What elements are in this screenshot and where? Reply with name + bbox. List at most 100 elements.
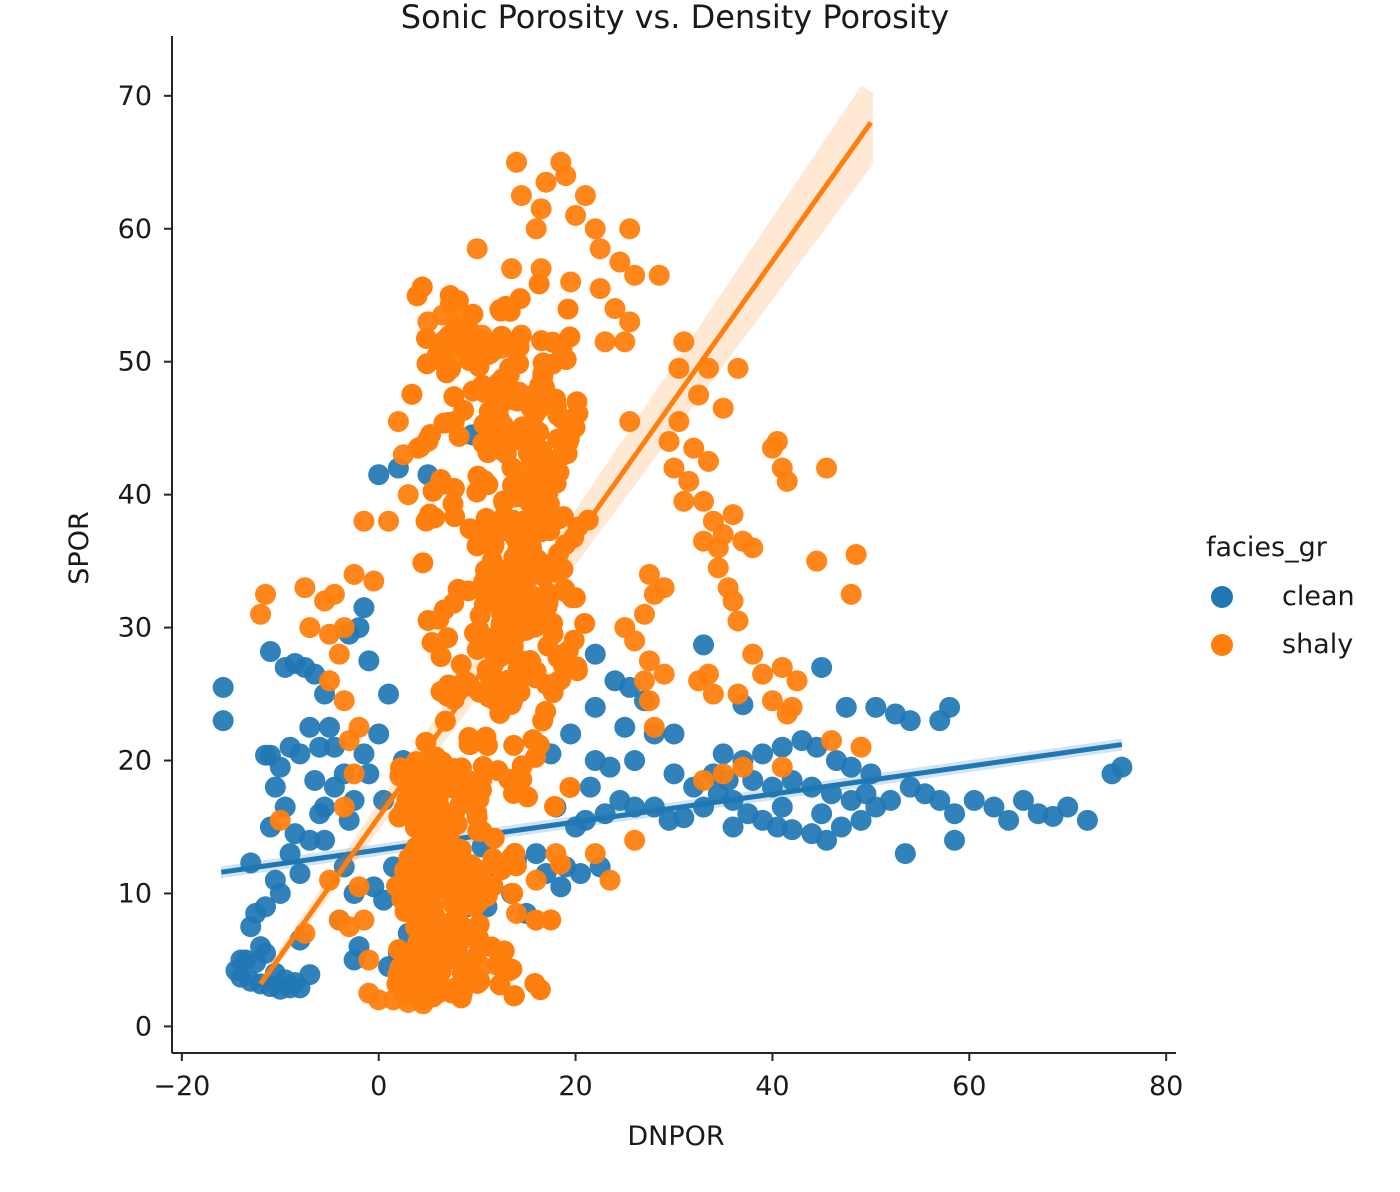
point-clean bbox=[771, 736, 793, 758]
point-shaly bbox=[771, 756, 793, 778]
point-shaly bbox=[528, 421, 550, 443]
point-shaly bbox=[752, 663, 774, 685]
y-tick-label: 40 bbox=[118, 480, 152, 511]
point-shaly bbox=[411, 276, 433, 298]
point-clean bbox=[830, 816, 852, 838]
point-shaly bbox=[441, 874, 463, 896]
point-shaly bbox=[663, 457, 685, 479]
point-shaly bbox=[722, 590, 744, 612]
legend-marker-shaly bbox=[1211, 634, 1233, 656]
point-clean bbox=[663, 763, 685, 785]
point-shaly bbox=[446, 976, 468, 998]
point-clean bbox=[299, 964, 321, 986]
point-clean bbox=[855, 783, 877, 805]
point-clean bbox=[560, 723, 582, 745]
point-shaly bbox=[532, 710, 554, 732]
point-clean bbox=[944, 829, 966, 851]
regression-line-clean bbox=[220, 742, 1123, 875]
point-shaly bbox=[525, 909, 547, 931]
point-shaly bbox=[473, 413, 495, 435]
point-shaly bbox=[343, 563, 365, 585]
point-clean bbox=[811, 803, 833, 825]
point-shaly bbox=[430, 960, 452, 982]
point-shaly bbox=[707, 557, 729, 579]
point-shaly bbox=[658, 430, 680, 452]
point-clean bbox=[368, 464, 390, 486]
point-shaly bbox=[502, 882, 524, 904]
x-tick-label: 60 bbox=[952, 1071, 986, 1102]
legend-entry-clean: clean bbox=[1211, 581, 1355, 612]
x-tick-label: 40 bbox=[755, 1071, 789, 1102]
y-ticks: 0 10 20 30 40 50 60 70 bbox=[118, 81, 172, 1042]
point-clean bbox=[963, 789, 985, 811]
point-shaly bbox=[428, 608, 450, 630]
point-shaly bbox=[250, 603, 272, 625]
point-shaly bbox=[432, 473, 454, 495]
point-shaly bbox=[806, 550, 828, 572]
point-shaly bbox=[683, 437, 705, 459]
point-shaly bbox=[771, 656, 793, 678]
point-shaly bbox=[500, 601, 522, 623]
x-axis-title: DNPOR bbox=[627, 1121, 724, 1152]
point-clean bbox=[299, 829, 321, 851]
point-shaly bbox=[551, 408, 573, 430]
point-shaly bbox=[448, 425, 470, 447]
point-shaly bbox=[353, 510, 375, 532]
y-tick-label: 20 bbox=[118, 746, 152, 777]
point-shaly bbox=[498, 364, 520, 386]
point-shaly bbox=[476, 885, 498, 907]
point-shaly bbox=[445, 943, 467, 965]
point-shaly bbox=[545, 843, 567, 865]
point-shaly bbox=[633, 603, 655, 625]
y-tick-label: 10 bbox=[118, 878, 152, 909]
point-clean bbox=[569, 863, 591, 885]
point-shaly bbox=[432, 304, 454, 326]
point-clean bbox=[722, 816, 744, 838]
point-shaly bbox=[474, 529, 496, 551]
point-shaly bbox=[668, 357, 690, 379]
legend-entry-shaly: shaly bbox=[1211, 629, 1353, 660]
point-shaly bbox=[392, 444, 414, 466]
point-shaly bbox=[648, 264, 670, 286]
point-shaly bbox=[845, 543, 867, 565]
x-tick-label: −20 bbox=[153, 1071, 210, 1102]
point-clean bbox=[289, 743, 311, 765]
point-shaly bbox=[412, 552, 434, 574]
point-clean bbox=[584, 696, 606, 718]
point-shaly bbox=[604, 298, 626, 320]
point-shaly bbox=[510, 324, 532, 346]
point-shaly bbox=[442, 351, 464, 373]
point-shaly bbox=[450, 654, 472, 676]
point-shaly bbox=[328, 643, 350, 665]
point-shaly bbox=[338, 730, 360, 752]
point-shaly bbox=[410, 879, 432, 901]
point-shaly bbox=[761, 437, 783, 459]
point-clean bbox=[299, 716, 321, 738]
point-shaly bbox=[489, 425, 511, 447]
point-shaly bbox=[624, 264, 646, 286]
point-shaly bbox=[459, 862, 481, 884]
point-shaly bbox=[447, 578, 469, 600]
point-clean bbox=[1076, 809, 1098, 831]
point-shaly bbox=[742, 643, 764, 665]
point-shaly bbox=[559, 776, 581, 798]
point-clean bbox=[899, 710, 921, 732]
point-shaly bbox=[727, 357, 749, 379]
point-shaly bbox=[508, 475, 530, 497]
point-shaly bbox=[697, 663, 719, 685]
point-clean bbox=[781, 819, 803, 841]
point-clean bbox=[348, 617, 370, 639]
point-shaly bbox=[557, 298, 579, 320]
axes bbox=[171, 36, 1176, 1054]
point-shaly bbox=[565, 204, 587, 226]
point-shaly bbox=[525, 869, 547, 891]
point-shaly bbox=[466, 238, 488, 260]
point-shaly bbox=[491, 337, 513, 359]
point-shaly bbox=[318, 623, 340, 645]
point-shaly bbox=[532, 366, 554, 388]
point-clean bbox=[358, 763, 380, 785]
legend-label-shaly: shaly bbox=[1282, 629, 1353, 660]
point-shaly bbox=[515, 541, 537, 563]
point-clean bbox=[259, 641, 281, 663]
point-clean bbox=[279, 843, 301, 865]
